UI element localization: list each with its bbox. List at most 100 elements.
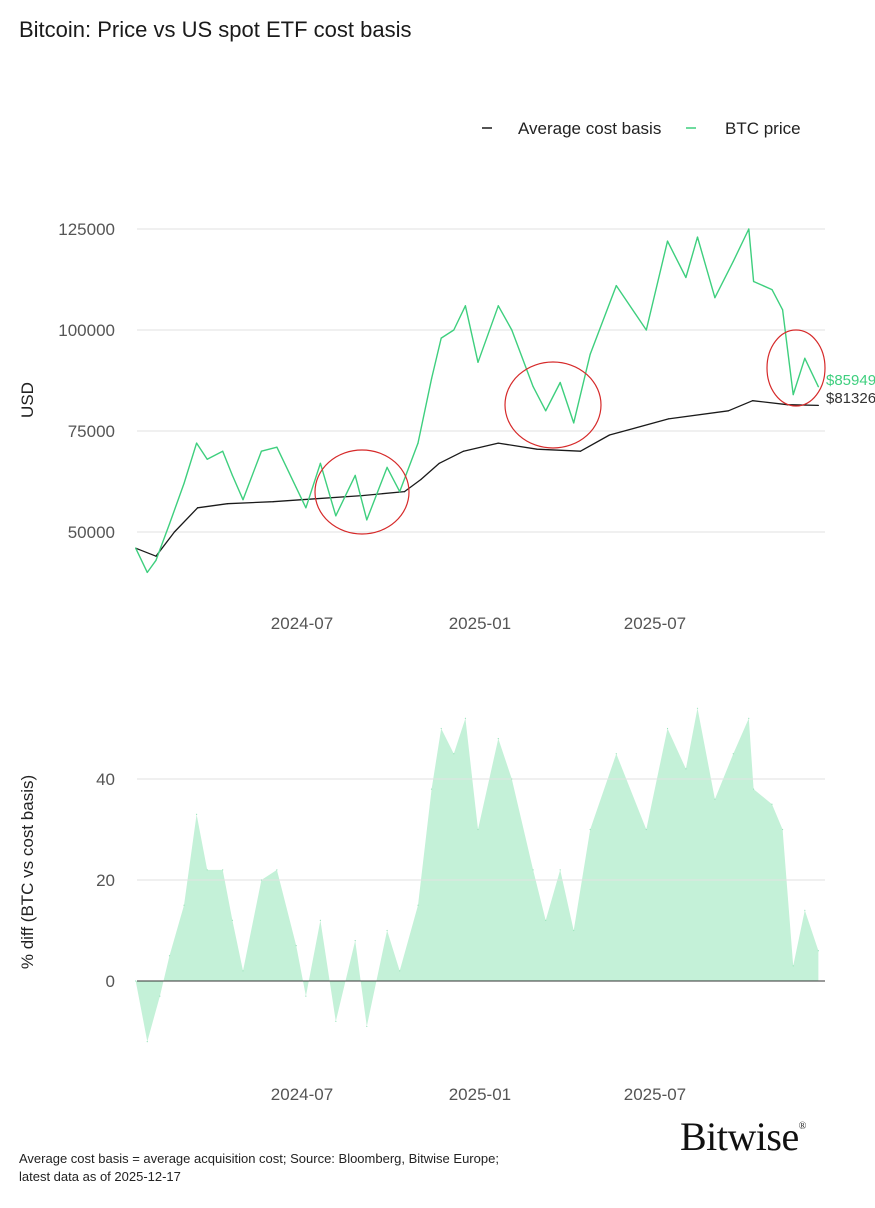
legend-btc-label: BTC price [725, 119, 801, 138]
pct-diff-point [295, 945, 297, 947]
btc-price-point [242, 499, 244, 501]
btc-price-point [354, 474, 356, 477]
btc-price-point [195, 442, 198, 444]
pct-diff-point [792, 965, 794, 967]
cost-basis-point [608, 434, 611, 436]
footer-line-1: Average cost basis = average acquisition… [19, 1151, 499, 1166]
bitwise-logo: Bitwise® [680, 1114, 806, 1159]
pct-diff-point [771, 803, 773, 805]
btc-price-point [748, 228, 750, 230]
btc-price-point [685, 276, 687, 279]
btc-price-point [222, 450, 224, 452]
pct-diff-point [319, 919, 321, 922]
btc-price-point [792, 394, 794, 396]
pct-diff-point [135, 980, 137, 982]
pct-diff-point [222, 869, 224, 871]
footer-line-2: latest data as of 2025-12-17 [19, 1169, 181, 1184]
pct-diff-point [146, 1041, 148, 1043]
btc-price-point [366, 519, 368, 521]
pct-diff-area [135, 708, 819, 1042]
cost-basis-point [536, 448, 538, 450]
pct-diff-point [206, 869, 208, 871]
btc-price-point [573, 422, 575, 424]
top-y-tick-label: 75000 [68, 422, 115, 441]
btc-price-point [183, 482, 185, 485]
btc-price-point [260, 450, 262, 452]
bottom-y-tick-label: 20 [96, 871, 115, 890]
bottom-y-tick-label: 40 [96, 770, 115, 789]
annotation-circle-3 [766, 329, 826, 407]
btc-price-point [752, 280, 755, 283]
pct-diff-point [440, 727, 442, 730]
cost-basis-point [727, 410, 730, 412]
cost-basis-point [462, 450, 465, 452]
pct-diff-point [589, 828, 591, 831]
btc-price-point [430, 377, 433, 380]
pct-diff-point [781, 828, 784, 831]
pct-diff-point [748, 717, 750, 720]
btc-price-point [335, 515, 337, 517]
cost-basis-point [226, 503, 229, 505]
btc-price-point [305, 507, 307, 509]
btc-price-point [477, 361, 479, 363]
pct-diff-point [477, 828, 479, 831]
btc-price-point [295, 486, 297, 489]
btc-price-point [276, 446, 278, 448]
pct-diff-point [532, 869, 534, 871]
btc-price-point [781, 309, 784, 311]
cost-basis-point [667, 418, 670, 420]
cost-basis-point [272, 501, 274, 503]
logo-text: Bitwise [680, 1114, 799, 1159]
top-y-tick-label: 100000 [58, 321, 115, 340]
bottom-x-tick-label: 2025-07 [624, 1085, 686, 1104]
pct-diff-point [305, 995, 307, 997]
btc-price-point [532, 385, 534, 388]
pct-diff-point [399, 970, 401, 972]
btc-price-point [168, 523, 171, 525]
btc-price-point [146, 571, 148, 574]
btc-price-point [817, 386, 819, 388]
cost-basis-line [135, 400, 819, 557]
pct-diff-point [453, 753, 455, 755]
cost-basis-point [497, 442, 499, 444]
annotation-circle-2 [504, 361, 602, 449]
cost-end-label: $81326 [826, 390, 875, 407]
pct-diff-point [260, 879, 262, 881]
btc-price-point [453, 329, 455, 331]
pct-diff-point [804, 909, 806, 911]
legend-cost-label: Average cost basis [518, 119, 661, 138]
chart-title: Bitcoin: Price vs US spot ETF cost basis [19, 17, 412, 42]
pct-diff-point [545, 919, 547, 922]
annotations [314, 329, 826, 535]
pct-diff-point [242, 970, 244, 972]
btc-price-point [319, 462, 321, 464]
btc-price-point [589, 353, 591, 355]
top-x-tick-label: 2024-07 [271, 614, 333, 633]
footer-note: Average cost basis = average acquisition… [19, 1150, 499, 1186]
pct-diff-point [817, 950, 819, 952]
btc-price-point [417, 442, 419, 444]
btc-price-point [464, 305, 467, 307]
pct-diff-point [417, 904, 419, 906]
top-x-tick-label: 2025-01 [449, 614, 511, 633]
btc-price-point [645, 329, 647, 331]
cost-basis-point [438, 462, 440, 464]
btc-price-point [771, 289, 773, 291]
cost-basis-point [420, 478, 422, 481]
btc-price-point [545, 410, 547, 412]
btc-price-line [135, 228, 820, 574]
pct-diff-point [615, 753, 617, 755]
pct-diff-point [497, 738, 499, 740]
pct-diff-point [732, 753, 734, 755]
pct-diff-point [386, 929, 388, 932]
top-x-tick-label: 2025-07 [624, 614, 686, 633]
legend: Average cost basis BTC price [482, 119, 801, 138]
pct-diff-point [464, 717, 467, 720]
btc-price-point [732, 260, 734, 262]
pct-diff-point [366, 1025, 368, 1028]
btc-price-point [696, 236, 699, 238]
bottom-y-tick-label: 0 [106, 972, 115, 991]
pct-diff-point [559, 869, 561, 871]
pct-diff-point [666, 727, 669, 730]
